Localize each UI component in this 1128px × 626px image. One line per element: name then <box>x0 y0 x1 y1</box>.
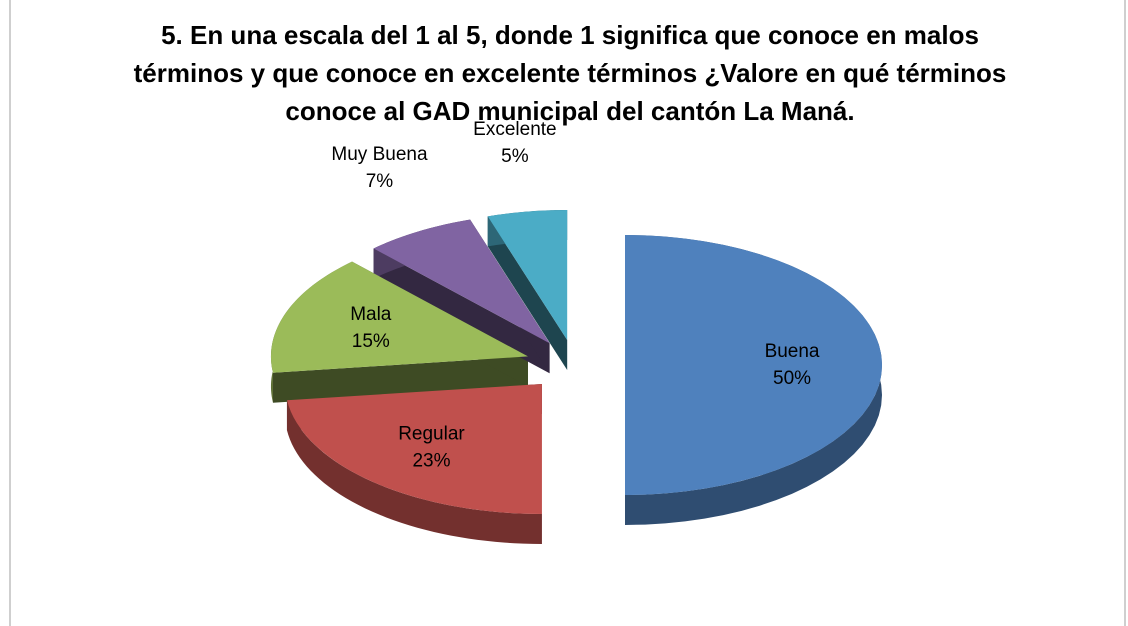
slice-value-label: 15% <box>352 331 390 352</box>
slice <box>270 261 528 373</box>
slice-value-label: 7% <box>366 171 394 192</box>
slice <box>487 210 568 341</box>
slice-label: Muy Buena <box>331 144 428 165</box>
slice-label: Excelente <box>473 119 556 140</box>
slice <box>286 383 542 514</box>
slice-outer-wall <box>286 400 542 544</box>
slice-value-label: 5% <box>501 146 529 167</box>
slice-edge-wall <box>373 248 550 374</box>
slice-value-label: 23% <box>412 450 450 471</box>
slice <box>625 235 882 495</box>
chart-border <box>9 0 1126 626</box>
slice-label: Buena <box>765 341 820 362</box>
slice-value-label: 50% <box>773 368 811 389</box>
slice-edge-wall <box>487 216 568 371</box>
slice-label: Regular <box>398 423 465 444</box>
chart-title: 5. En una escala del 1 al 5, donde 1 sig… <box>133 20 1007 126</box>
slice-edge-wall <box>272 356 528 403</box>
slice-label: Mala <box>350 304 392 325</box>
slice <box>373 219 550 344</box>
